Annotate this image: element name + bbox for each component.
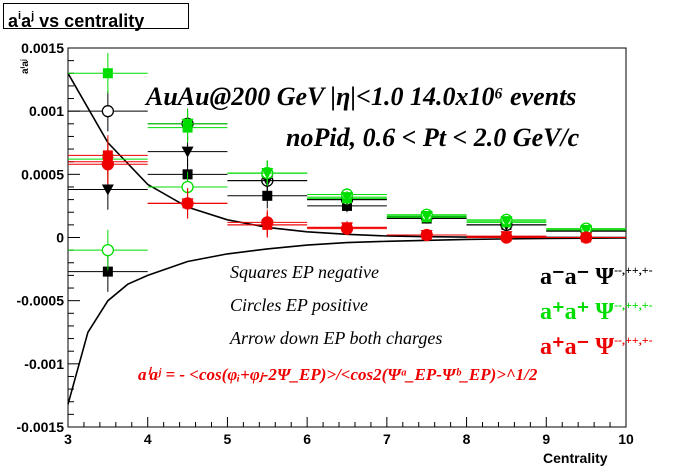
chart-title: aiaj vs centrality — [3, 3, 189, 31]
header-line2: noPid, 0.6 < Pt < 2.0 GeV/c — [286, 123, 580, 152]
y-tick-label: 0.0015 — [21, 40, 64, 56]
x-tick-label: 8 — [463, 431, 471, 447]
model-curve-lower — [67, 237, 627, 405]
x-tick-label: 5 — [224, 431, 232, 447]
y-axis-label: aⁱaʲ — [20, 59, 31, 74]
x-tick-label: 3 — [64, 431, 72, 447]
data-point-triangle — [420, 211, 433, 223]
data-point-circle — [101, 243, 115, 257]
header-line1: AuAu@200 GeV |η|<1.0 14.0x10⁶ events — [146, 82, 577, 111]
note-arrows: Arrow down EP both charges — [230, 328, 443, 348]
x-tick-label: 7 — [383, 431, 391, 447]
y-tick-label: -0.001 — [24, 356, 64, 372]
legend-minus-minus: a⁻a⁻ Ψ--,++,+- — [540, 263, 653, 290]
data-point-triangle — [580, 224, 593, 236]
formula: aⁱaʲ = - <cos(φᵢ+φⱼ-2Ψ_EP)>/<cos2(Ψᵃ_EP-… — [138, 365, 538, 384]
data-point-triangle — [500, 216, 513, 228]
y-tick-label: 0 — [56, 230, 64, 246]
y-tick-label: 0.001 — [29, 103, 64, 119]
data-point-square — [102, 266, 113, 277]
data-point-triangle — [181, 198, 194, 210]
data-point-triangle — [341, 192, 353, 204]
legend-plus-plus: a⁺a⁺ Ψ--,++,+- — [540, 298, 653, 325]
x-tick-label: 9 — [542, 431, 550, 447]
data-point-triangle — [341, 222, 353, 234]
y-tick-label: 0.0005 — [21, 166, 64, 182]
data-point-triangle — [261, 168, 274, 180]
x-tick-label: 10 — [618, 431, 634, 447]
data-point-triangle — [500, 231, 513, 243]
note-circles: Circles EP positive — [230, 295, 368, 315]
y-tick-label: -0.0005 — [17, 293, 65, 309]
note-squares: Squares EP negative — [230, 262, 379, 282]
data-point-triangle — [101, 184, 114, 196]
data-point-triangle — [420, 229, 433, 241]
y-tick-label: -0.0015 — [17, 419, 65, 435]
x-axis-label: Centrality — [543, 450, 608, 466]
data-point-circle — [101, 105, 115, 118]
data-point-triangle — [181, 146, 194, 158]
x-tick-label: 6 — [303, 431, 311, 447]
x-tick-label: 4 — [144, 431, 152, 447]
legend-plus-minus: a⁺a⁻ Ψ--,++,+- — [540, 333, 653, 360]
data-point-square — [262, 190, 273, 201]
data-point-square — [102, 68, 113, 79]
data-point-triangle — [181, 118, 194, 130]
data-point-triangle — [580, 232, 593, 244]
data-point-triangle — [261, 219, 274, 231]
data-point-triangle — [101, 156, 114, 168]
